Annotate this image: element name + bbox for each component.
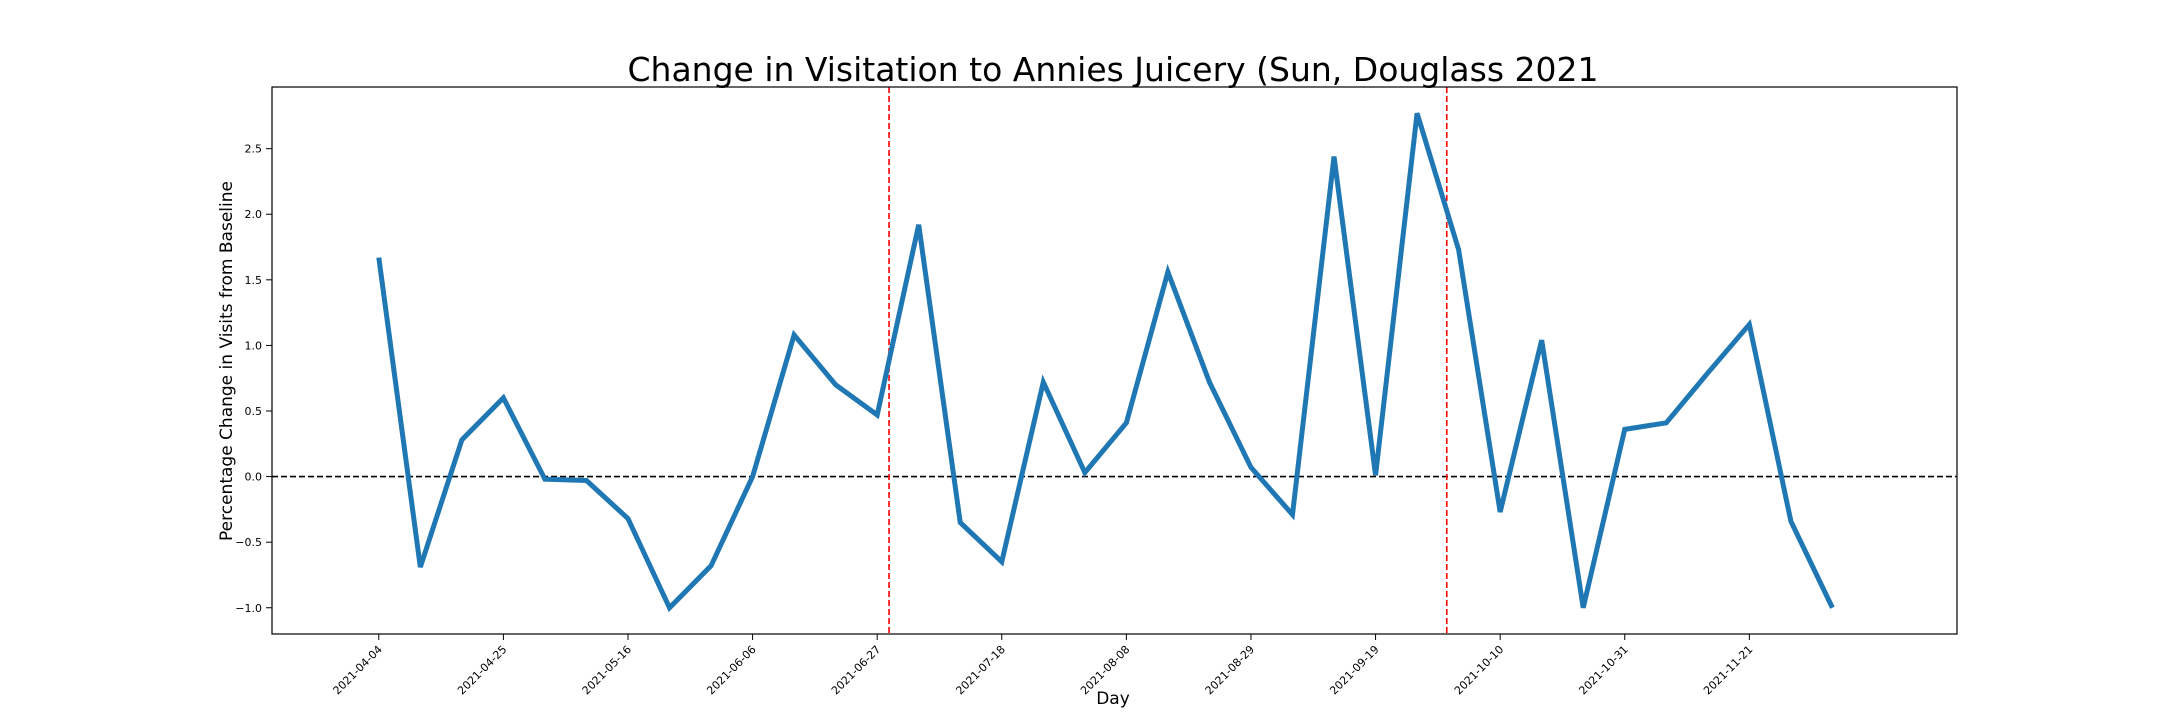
y-tick-label: −1.0 [235, 602, 262, 615]
plot-area: −1.0 −0.5 0.0 0.5 1.0 1.5 2.0 2.5 2021-04-04 2021… [235, 86, 1958, 697]
y-tick-label: 2.0 [245, 208, 263, 221]
x-tick-label: 2021-10-10 [1452, 643, 1506, 697]
x-tick-label: 2021-05-16 [580, 643, 634, 697]
x-tick-label: 2021-10-31 [1576, 643, 1630, 697]
x-tick-label: 2021-08-29 [1203, 643, 1257, 697]
y-tick-label: −0.5 [235, 536, 262, 549]
y-tick-label: 1.0 [245, 339, 263, 352]
x-axis-label: Day [1096, 689, 1130, 709]
y-tick-label: 1.5 [245, 274, 263, 287]
plot-frame [271, 86, 1958, 635]
y-tick-label: 0.5 [245, 405, 263, 418]
y-tick-label: 2.5 [245, 143, 263, 156]
x-tick-label: 2021-04-25 [455, 643, 509, 697]
x-tick-label: 2021-07-18 [953, 643, 1007, 697]
chart-title: Change in Visitation to Annies Juicery (… [627, 50, 1598, 89]
series-line-0 [376, 112, 1835, 613]
x-tick-label: 2021-06-06 [704, 643, 758, 697]
x-tick-label: 2021-06-27 [829, 643, 883, 697]
x-tick-label: 2021-04-04 [331, 643, 385, 697]
y-tick-label: 0.0 [245, 471, 263, 484]
y-axis-label: Percentage Change in Visits from Baselin… [217, 181, 237, 541]
x-tick-label: 2021-11-21 [1701, 643, 1755, 697]
x-tick-label: 2021-09-19 [1327, 643, 1381, 697]
